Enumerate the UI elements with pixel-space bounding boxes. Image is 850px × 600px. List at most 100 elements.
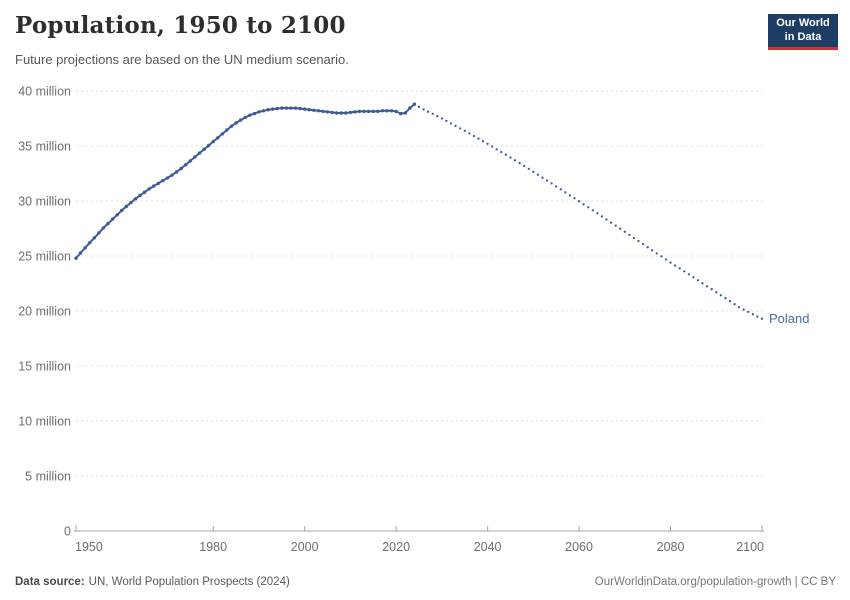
history-point [353,110,357,114]
projection-point [445,119,448,123]
projection-point [742,308,745,311]
projection-point [623,230,626,233]
projection-point [545,179,549,182]
projection-point [550,182,553,185]
projection-point [728,300,732,303]
history-point [275,106,279,111]
history-point [74,256,78,260]
projection-point [486,142,489,145]
projection-point [609,221,613,224]
history-point [357,109,362,114]
history-point [293,106,298,110]
history-line [75,103,416,259]
history-point [257,110,261,114]
projection-point [737,305,741,309]
history-point [316,109,321,113]
history-point [280,106,284,110]
projection-point [632,236,636,240]
projection-point [692,276,695,279]
projection-point [518,161,521,165]
history-point [156,181,160,186]
projection-point [422,108,425,111]
history-point [161,178,165,183]
x-axis-tick-label: 1950 [75,540,103,554]
history-point [371,109,375,114]
projection-point [559,188,562,191]
projection-point [664,258,668,261]
projection-point [472,134,476,138]
projection-point [596,212,599,215]
projection-point [509,156,512,159]
history-point [394,109,398,114]
history-point [399,111,403,116]
projection-point [628,233,631,237]
history-point [408,106,412,110]
history-point [303,107,307,111]
history-point [170,173,174,177]
projection-point [715,291,718,294]
history-point [179,166,183,171]
y-axis-tick-label: 5 million [25,470,71,484]
projection-point [701,282,704,285]
history-point [188,159,192,163]
data-source-text: UN, World Population Prospects (2024) [88,576,290,588]
projection-point [577,200,581,203]
history-point [321,109,325,114]
projection-point [710,288,713,291]
history-point [403,111,407,115]
history-point [78,251,83,255]
y-axis-tick-label: 25 million [18,250,71,264]
history-point [344,111,348,115]
owid-logo[interactable]: Our World in Data [768,14,838,50]
history-point [335,111,339,115]
history-point [133,197,138,201]
projection-point [440,117,444,120]
history-point [120,208,124,213]
history-point [165,176,170,180]
projection-point [504,153,508,156]
projection-point [481,140,485,143]
projection-point [477,137,480,140]
projection-point [582,203,585,206]
projection-point [756,315,759,318]
history-point [266,108,270,112]
entity-label: Poland [769,311,809,326]
history-point [97,231,101,235]
projection-point [660,255,663,258]
projection-point [541,176,544,179]
y-axis-tick-label: 15 million [18,360,71,374]
history-point [193,155,197,159]
projection-point [568,194,572,197]
history-point [298,106,302,111]
history-point [348,110,353,115]
history-point [184,163,188,167]
projection-point [678,267,681,270]
history-point [110,217,115,221]
projection-point [513,159,517,162]
history-point [238,118,243,122]
history-point [216,136,220,140]
history-point [211,139,215,144]
projection-point [587,206,590,209]
projection-point [733,303,736,306]
projection-point [417,105,421,109]
data-source-label: Data source: [15,576,85,588]
history-point [385,109,389,113]
history-point [330,110,334,115]
projection-point [619,227,622,230]
projection-point [637,239,640,243]
history-point [202,147,206,151]
y-axis-tick-label: 40 million [18,85,71,99]
projection-point [673,264,677,267]
x-axis-tick-label: 2000 [291,540,319,554]
x-axis-tick-label: 1980 [199,540,227,554]
projection-point [573,197,576,200]
projection-point [527,167,530,171]
x-axis-tick-label: 2080 [657,540,685,554]
projection-point [600,215,604,218]
projection-point [760,317,764,320]
history-point [83,246,87,250]
footer-citation-link[interactable]: OurWorldinData.org/population-growth | C… [594,576,836,588]
